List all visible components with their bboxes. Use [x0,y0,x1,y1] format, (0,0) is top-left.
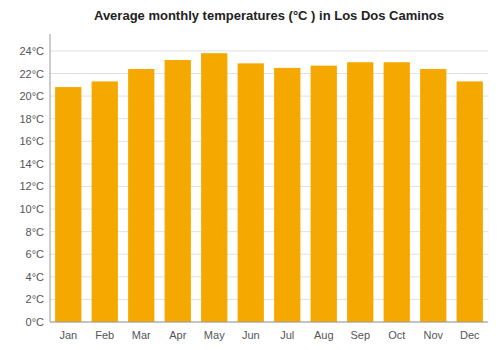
page: {"chart_data": {"type": "bar", "title": … [0,0,500,350]
y-tick-label: 22°C [19,68,44,80]
bar [201,53,227,322]
x-tick-label: Sep [350,329,370,341]
bar [457,81,483,322]
y-tick-label: 4°C [26,271,45,283]
bar [274,68,300,322]
y-tick-label: 18°C [19,113,44,125]
y-axis: 0°C 2°C 4°C 6°C 8°C 10°C 12°C 14°C 16°C 18°C 20°C 2… [19,45,44,328]
y-tick-label: 16°C [19,135,44,147]
grid-line [50,322,488,323]
y-tick-label: 14°C [19,158,44,170]
y-tick-label: 6°C [26,248,45,260]
y-tick-label: 20°C [19,90,44,102]
x-tick-label: Aug [314,329,334,341]
y-tick-label: 0°C [26,316,45,328]
x-tick-label: Jan [59,329,77,341]
x-tick-label: Jun [242,329,260,341]
grid [50,51,488,322]
x-tick-label: Apr [169,329,186,341]
grid-line [50,50,488,51]
x-tick-label: Feb [95,329,114,341]
x-tick-label: Jul [280,329,294,341]
x-tick-label: Dec [460,329,480,341]
bar [92,81,118,322]
x-axis-line [50,322,488,323]
y-axis-line [50,34,51,322]
bar [384,62,410,322]
x-tick-label: Oct [388,329,405,341]
bar [347,62,373,322]
title: Average monthly temperatures (°C ) in Lo… [94,8,444,23]
x-tick-label: May [204,329,225,341]
bar [55,87,81,322]
bars [55,53,483,322]
y-tick-label: 24°C [19,45,44,57]
y-tick-label: 10°C [19,203,44,215]
bar [128,69,154,322]
x-axis: Jan Feb Mar Apr May Jun Jul Aug Sep Oct Nov Dec [59,329,480,341]
bar [420,69,446,322]
x-tick-label: Mar [132,329,151,341]
y-tick-label: 12°C [19,180,44,192]
bar [165,60,191,322]
bar [311,66,337,322]
y-tick-label: 2°C [26,293,45,305]
chart: Average monthly temperatures (°C ) in Lo… [0,0,500,350]
y-tick-label: 8°C [26,226,45,238]
bar [238,63,264,322]
x-tick-label: Nov [423,329,443,341]
